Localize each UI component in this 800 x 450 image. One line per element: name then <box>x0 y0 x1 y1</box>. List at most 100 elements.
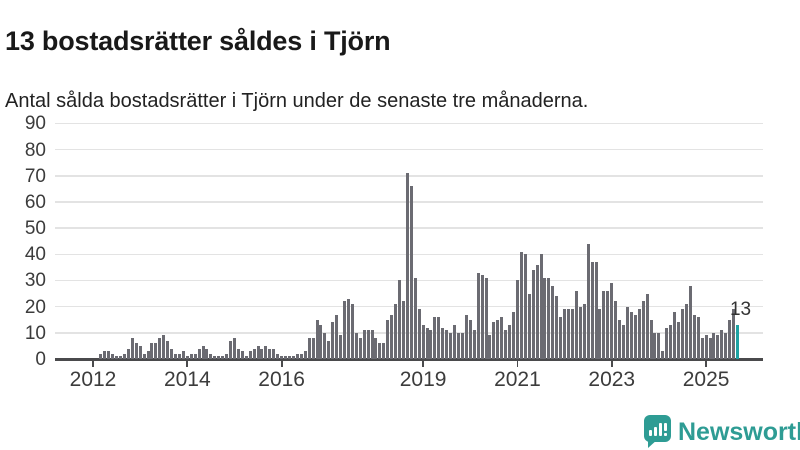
bar <box>331 322 335 359</box>
bar <box>386 319 390 359</box>
bar <box>551 285 555 359</box>
bar <box>291 356 295 359</box>
bar <box>641 301 645 359</box>
axis-tick <box>610 360 613 367</box>
bar <box>653 332 657 359</box>
bar <box>504 330 508 359</box>
bar <box>633 314 637 359</box>
bar <box>346 298 350 359</box>
bar <box>476 272 480 359</box>
bar <box>311 338 315 359</box>
logo-exclamation-icon <box>664 423 667 431</box>
bar-value-label: 13 <box>729 298 752 320</box>
bar <box>315 319 319 359</box>
bar <box>358 338 362 359</box>
axis-tick <box>186 360 189 367</box>
gridline <box>55 279 763 282</box>
y-tick-label: 30 <box>24 270 46 292</box>
bar <box>354 332 358 359</box>
bar <box>201 345 205 359</box>
axis-tick <box>280 360 283 367</box>
bar <box>441 327 445 359</box>
bar <box>185 356 189 359</box>
bar <box>213 356 217 359</box>
bar <box>460 332 464 359</box>
bar <box>535 264 539 359</box>
bar <box>488 335 492 359</box>
bar <box>413 277 417 359</box>
bar <box>130 338 134 359</box>
bar <box>284 356 288 359</box>
bar <box>177 353 181 359</box>
bar <box>508 324 512 359</box>
bar <box>103 351 107 359</box>
bar <box>276 353 280 359</box>
bar <box>343 301 347 359</box>
bar <box>126 348 130 359</box>
bar <box>366 330 370 359</box>
bar <box>154 343 158 359</box>
bar <box>720 330 724 359</box>
bar <box>555 296 559 359</box>
bar <box>205 348 209 359</box>
bar <box>362 330 366 359</box>
bar <box>170 348 174 359</box>
gridline <box>55 122 763 125</box>
bar <box>158 338 162 359</box>
y-tick-label: 60 <box>24 191 46 213</box>
gridline <box>55 175 763 177</box>
y-tick-label: 80 <box>24 139 46 161</box>
bar <box>677 322 681 359</box>
x-tick-label: 2019 <box>399 368 447 391</box>
logo-bar-icon <box>659 423 662 436</box>
x-tick-label: 2012 <box>69 368 117 391</box>
bar <box>665 327 669 359</box>
axis-tick <box>516 360 519 367</box>
bar <box>492 322 496 359</box>
bar <box>563 309 567 359</box>
logo-bar-icon <box>649 430 652 436</box>
bar <box>272 348 276 359</box>
bar <box>594 262 598 359</box>
bar <box>252 348 256 359</box>
bar <box>142 353 146 359</box>
bar <box>394 304 398 359</box>
x-tick-label: 2023 <box>588 368 636 391</box>
bar <box>350 304 354 359</box>
bar <box>625 306 629 359</box>
bar <box>99 353 103 359</box>
bar <box>590 262 594 359</box>
bar <box>637 309 641 359</box>
gridline <box>55 148 763 151</box>
x-tick-label: 2021 <box>494 368 541 391</box>
bar <box>256 345 260 359</box>
bar <box>382 343 386 359</box>
bar <box>248 351 252 359</box>
bar <box>684 304 688 359</box>
bar <box>405 173 409 359</box>
gridline <box>55 305 763 308</box>
bar <box>146 351 150 359</box>
y-tick-label: 40 <box>24 244 46 266</box>
bar <box>232 338 236 359</box>
bar <box>512 311 515 359</box>
bar <box>437 317 441 359</box>
bar <box>453 324 457 359</box>
bar <box>433 317 437 359</box>
bar <box>138 345 142 359</box>
bar <box>449 332 453 359</box>
bar <box>724 332 728 359</box>
bar <box>519 251 523 359</box>
bar <box>716 335 720 359</box>
bar <box>732 309 736 359</box>
bar <box>574 290 578 359</box>
bar <box>225 353 229 359</box>
bar <box>480 275 484 359</box>
bar <box>539 254 543 359</box>
bar <box>421 324 425 359</box>
bar <box>119 356 122 359</box>
bar <box>174 353 178 359</box>
bar <box>696 317 700 359</box>
bar <box>429 330 433 359</box>
bar <box>582 304 586 359</box>
